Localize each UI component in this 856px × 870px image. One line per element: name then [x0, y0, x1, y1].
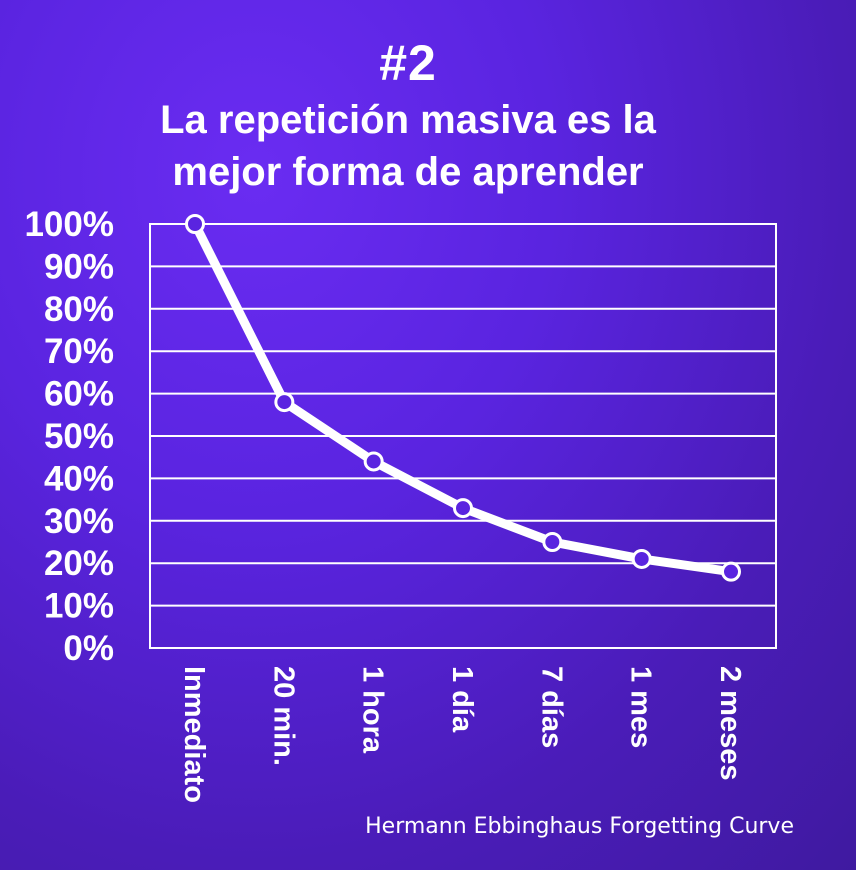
y-tick-label: 30% [44, 502, 114, 541]
y-tick-label: 100% [24, 205, 114, 244]
data-point [631, 548, 652, 569]
x-tick-label: 20 min. [267, 666, 299, 766]
y-tick-label: 0% [63, 629, 114, 668]
y-tick-label: 50% [44, 417, 114, 456]
x-tick-label: 1 día [446, 666, 478, 733]
data-point [274, 392, 295, 413]
data-point [185, 214, 205, 234]
x-tick-label: 1 mes [625, 666, 657, 748]
y-tick-label: 90% [44, 247, 114, 286]
x-tick-label: 7 días [535, 666, 567, 748]
data-point [721, 561, 741, 582]
x-tick-label: 1 hora [357, 666, 389, 754]
data-point [363, 451, 384, 472]
x-tick-labels: Inmediato 20 min. 1 hora 1 día 7 días 1 mes 2 … [178, 666, 746, 803]
grid-layer [149, 223, 777, 649]
y-tick-labels: 0%10% 20%30% 40%50%60% 70%80% 90%100% [24, 205, 114, 668]
data-point [453, 498, 473, 519]
slide-number: #2 [379, 35, 437, 91]
y-tick-label: 80% [44, 290, 114, 329]
chart-caption: Hermann Ebbinghaus Forgetting Curve [365, 814, 794, 839]
title-line-1: La repetición masiva es la [160, 98, 656, 142]
y-tick-label: 70% [44, 332, 114, 371]
x-tick-label: 2 meses [714, 666, 746, 781]
x-tick-label: Inmediato [178, 666, 210, 803]
data-points-layer [185, 214, 741, 582]
data-point [542, 532, 563, 552]
y-tick-label: 40% [44, 459, 114, 498]
y-tick-label: 10% [44, 587, 114, 626]
y-tick-label: 20% [44, 544, 114, 583]
y-tick-label: 60% [44, 375, 114, 414]
title-line-2: mejor forma de aprender [172, 150, 644, 194]
